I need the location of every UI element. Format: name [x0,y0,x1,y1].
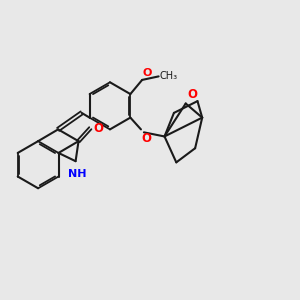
Text: O: O [187,88,197,101]
Text: O: O [143,68,152,78]
Text: O: O [142,132,152,145]
Text: CH₃: CH₃ [160,71,178,81]
Text: NH: NH [68,169,86,178]
Text: O: O [94,122,104,135]
